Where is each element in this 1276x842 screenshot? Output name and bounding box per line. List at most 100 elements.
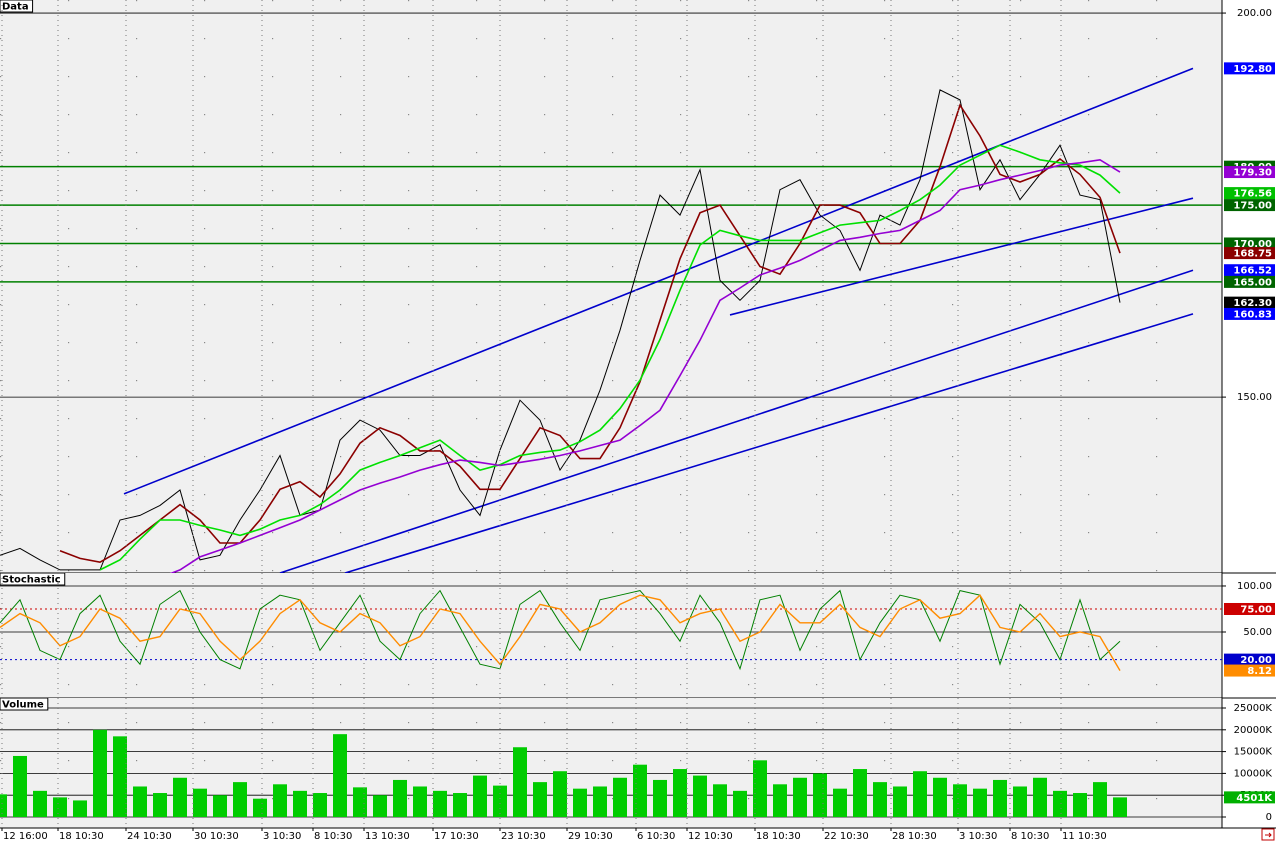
bar	[1093, 782, 1107, 817]
x-tick-label: 8 10:30	[1011, 831, 1049, 842]
x-tick-label: 8 10:30	[314, 831, 352, 842]
price-label: 162.30	[1233, 298, 1272, 309]
panel-title-box	[0, 0, 34, 13]
bar	[833, 788, 847, 817]
y-tick-label: 0	[1266, 812, 1272, 823]
bar	[633, 764, 647, 817]
bar	[93, 729, 107, 817]
series-line	[169, 158, 1121, 573]
price-label: 20.00	[1240, 655, 1272, 666]
series-line	[0, 594, 1121, 671]
bar	[33, 790, 47, 817]
price-label: 168.75	[1233, 249, 1272, 260]
bar	[113, 736, 127, 817]
bar	[1053, 790, 1067, 817]
x-tick-label: 6 10:30	[637, 831, 675, 842]
bar	[0, 794, 7, 817]
bar	[1013, 786, 1027, 817]
x-tick-label: 18 10:30	[59, 831, 104, 842]
x-tick-label: 30 10:30	[194, 831, 239, 842]
bar	[733, 790, 747, 817]
bar	[593, 786, 607, 817]
x-tick-label: 11 10:30	[1062, 831, 1107, 842]
y-tick-label: 10000K	[1234, 768, 1273, 779]
bar	[793, 777, 807, 817]
bar	[393, 779, 407, 817]
x-tick-label: 17 10:30	[434, 831, 479, 842]
bar	[233, 782, 247, 817]
bar	[693, 775, 707, 817]
y-tick-label: 50.00	[1243, 627, 1272, 638]
x-tick-label: 29 10:30	[568, 831, 613, 842]
bar	[953, 784, 967, 817]
bar	[413, 786, 427, 817]
y-tick-label: 150.00	[1237, 392, 1272, 403]
bar	[973, 788, 987, 817]
bar	[173, 777, 187, 817]
x-tick-label: 12 10:30	[688, 831, 733, 842]
price-label: 175.00	[1233, 201, 1272, 212]
price-label-box	[1224, 602, 1275, 615]
panel-title: Volume	[2, 700, 44, 711]
price-label: 8.12	[1247, 666, 1272, 677]
bar	[333, 734, 347, 817]
trend-line	[729, 197, 1194, 316]
bar	[713, 784, 727, 817]
series-line	[99, 144, 1121, 571]
y-tick-label: 100.00	[1237, 581, 1272, 592]
x-tick-label: 13 10:30	[365, 831, 410, 842]
bar	[513, 747, 527, 817]
trend-line	[344, 313, 1194, 573]
series-line	[59, 103, 1121, 564]
panel-dots	[0, 0, 1222, 573]
trend-line	[279, 269, 1194, 573]
bar	[533, 782, 547, 817]
price-label: 170.00	[1233, 239, 1272, 250]
price-label-box	[1224, 275, 1275, 288]
price-label: 176.56	[1233, 189, 1272, 200]
x-tick-label: 12 16:00	[3, 831, 48, 842]
x-tick-label: 23 10:30	[501, 831, 546, 842]
plot-area	[0, 585, 1222, 671]
bar	[433, 790, 447, 817]
bar	[213, 795, 227, 817]
price-label: 165.00	[1233, 277, 1272, 288]
panel-title-box	[0, 697, 49, 711]
price-label: 192.80	[1233, 64, 1272, 75]
price-label-box	[1224, 166, 1275, 179]
bar	[893, 786, 907, 817]
bar	[573, 788, 587, 817]
price-label-box	[1224, 296, 1275, 309]
bar	[673, 769, 687, 817]
panel-dots	[0, 573, 1222, 698]
bar	[73, 800, 87, 817]
panel-title: Stochastic	[2, 575, 61, 586]
bar	[373, 795, 387, 817]
bar	[353, 787, 367, 817]
bar	[1073, 793, 1087, 817]
panel-title-box	[0, 572, 66, 586]
bar	[813, 773, 827, 817]
bar	[913, 771, 927, 817]
bar	[153, 793, 167, 817]
panel-title: Data	[2, 2, 29, 13]
series-line	[0, 589, 1121, 671]
price-label-box	[1224, 307, 1275, 320]
price-label-box	[1224, 264, 1275, 277]
bar	[933, 777, 947, 817]
bar	[993, 779, 1007, 817]
y-tick-label: 20000K	[1234, 725, 1273, 736]
plot-area	[0, 707, 1222, 818]
bar	[613, 777, 627, 817]
x-tick-label: 24 10:30	[127, 831, 172, 842]
bar	[453, 793, 467, 817]
price-label: 4501K	[1236, 793, 1273, 804]
x-tick-label: 18 10:30	[756, 831, 801, 842]
price-label-box	[1224, 247, 1275, 260]
bar	[1113, 797, 1127, 817]
bar	[313, 793, 327, 817]
price-label-box	[1224, 653, 1275, 666]
bar	[293, 790, 307, 817]
bar	[773, 784, 787, 817]
